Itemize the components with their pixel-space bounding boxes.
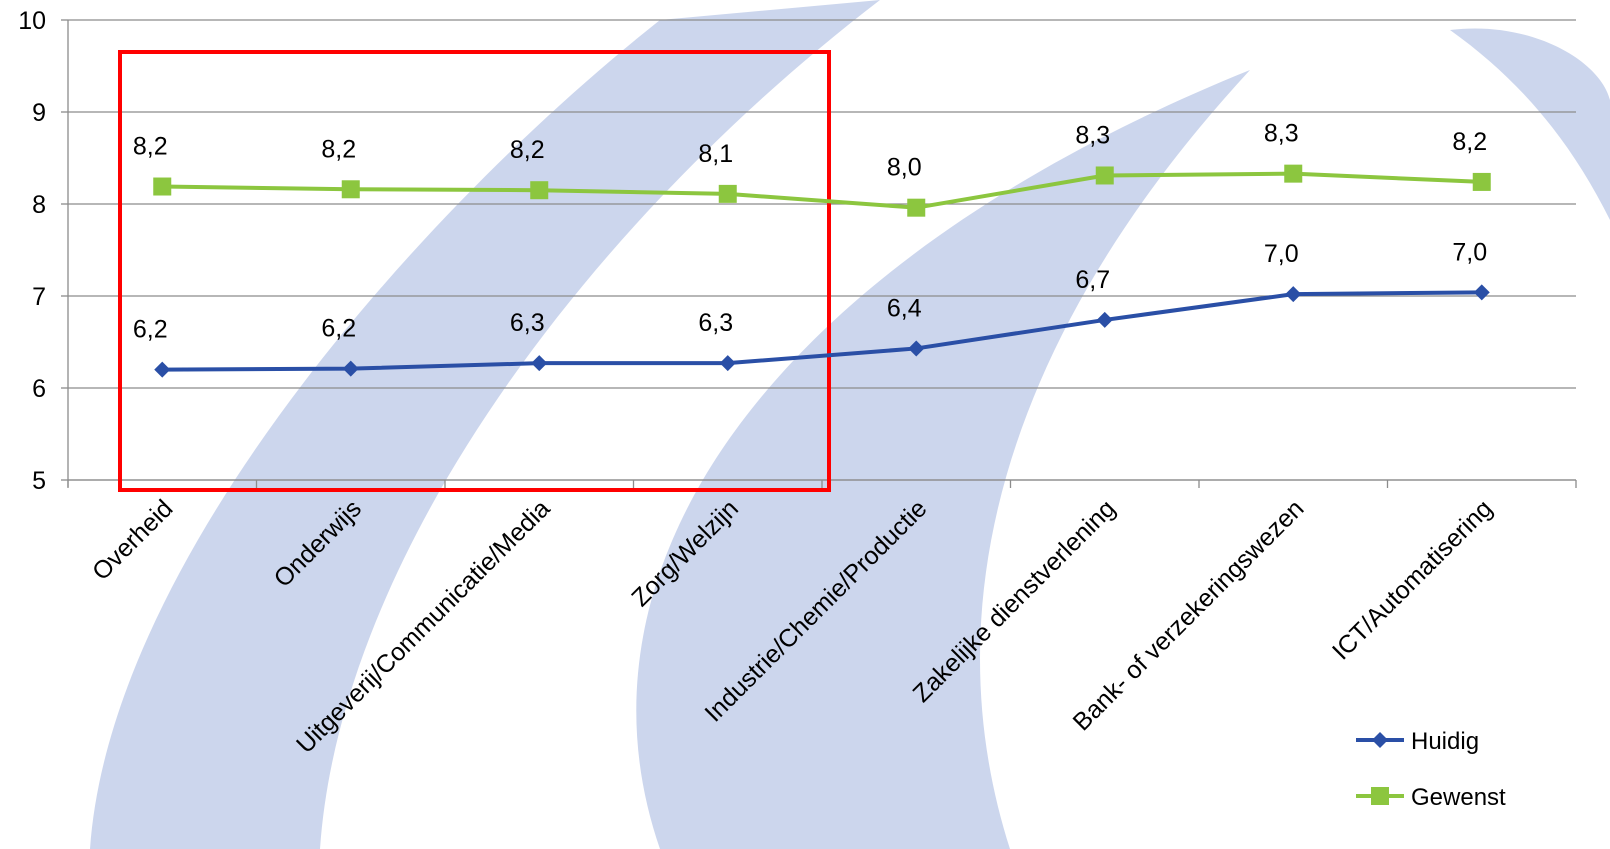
highlight-box: [118, 50, 831, 492]
data-label: 8,2: [321, 135, 356, 163]
data-point: [1285, 286, 1302, 303]
series-gewenst: 8,2 8,2 8,2 8,1 8,0 8,3 8,3 8,2: [133, 120, 1491, 217]
x-category-label: ICT/Automatisering: [1327, 494, 1498, 665]
data-label: 8,3: [1264, 120, 1299, 148]
data-point: [1473, 284, 1490, 301]
series-huidig: 6,2 6,2 6,3 6,3 6,4 6,7 7,0 7,0: [133, 238, 1490, 378]
data-point: [908, 340, 925, 357]
y-axis-tick-labels: 5 6 7 8 9 10: [18, 7, 46, 495]
data-point: [341, 180, 360, 199]
legend-marker: [1371, 787, 1389, 805]
data-point: [718, 184, 737, 203]
data-label: 8,3: [1075, 121, 1110, 149]
data-label: 6,7: [1075, 266, 1110, 294]
data-point: [1472, 172, 1491, 191]
data-label: 6,4: [887, 294, 922, 322]
data-label: 6,3: [510, 309, 545, 337]
data-label: 8,2: [133, 133, 168, 161]
data-series: 6,2 6,2 6,3 6,36,46,77,0 7,08,2 8,2 8,2 8,1 8,08…: [133, 120, 1491, 378]
data-point: [153, 177, 172, 196]
series-line: [162, 290, 1482, 372]
legend: Huidig Gewenst: [1356, 728, 1506, 811]
data-point: [342, 360, 359, 377]
data-label: 6,2: [133, 316, 168, 344]
data-label: 8,0: [887, 154, 922, 182]
data-label: 8,2: [510, 136, 545, 164]
data-point: [907, 198, 926, 217]
legend-label: Gewenst: [1411, 784, 1506, 811]
data-label: 6,2: [321, 315, 356, 343]
data-point: [1096, 311, 1113, 328]
x-category-label: Overheid: [87, 494, 179, 586]
y-tick-label: 10: [18, 7, 46, 35]
y-tick-label: 5: [32, 467, 46, 495]
data-label: 8,1: [698, 140, 733, 168]
series-line: [162, 171, 1482, 210]
legend-item: Huidig: [1356, 728, 1479, 755]
data-point: [1284, 164, 1303, 183]
data-point: [1095, 166, 1114, 185]
data-label: 7,0: [1452, 238, 1487, 266]
y-tick-label: 8: [32, 191, 46, 219]
data-label: 7,0: [1264, 240, 1299, 268]
data-point: [719, 355, 736, 372]
legend-marker: [1372, 732, 1388, 748]
y-tick-label: 9: [32, 99, 46, 127]
data-label: 8,2: [1452, 128, 1487, 156]
data-label: 6,3: [698, 309, 733, 337]
data-point: [154, 361, 171, 378]
legend-item: Gewenst: [1356, 784, 1506, 811]
data-point: [530, 181, 549, 200]
legend-label: Huidig: [1411, 728, 1479, 755]
data-point: [531, 355, 548, 372]
y-tick-label: 7: [32, 283, 46, 311]
watermark-logo: [90, 0, 1610, 849]
y-tick-label: 6: [32, 375, 46, 403]
axes: [61, 19, 1577, 488]
